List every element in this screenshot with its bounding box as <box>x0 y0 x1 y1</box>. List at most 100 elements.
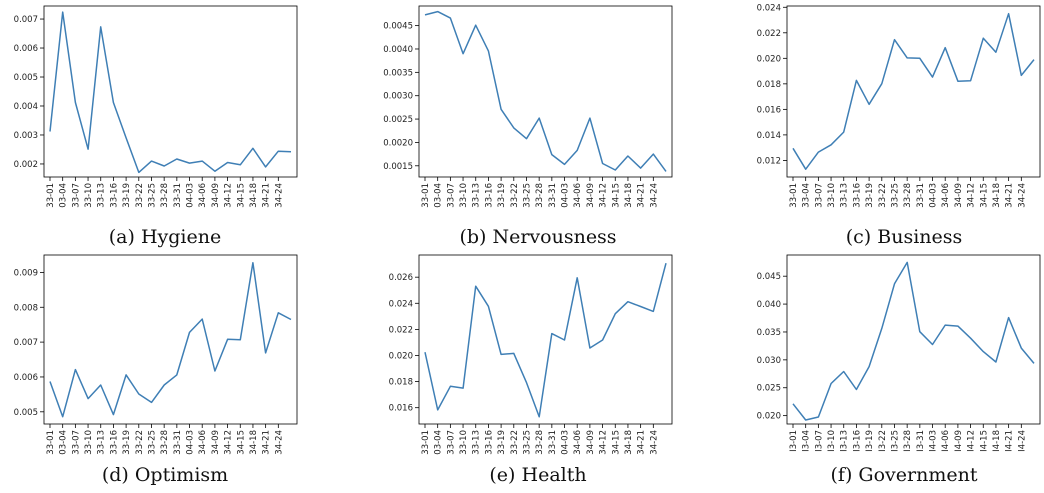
x-tick-label: 34-09 <box>211 183 221 208</box>
x-tick-label: 33-01 <box>46 430 56 455</box>
x-tick-label: 04-03 <box>561 430 571 455</box>
x-tick-label: I4-18 <box>992 430 1002 452</box>
x-tick-label: I4-09 <box>954 430 964 452</box>
series-line-health <box>424 263 667 418</box>
caption-business: (c) Business <box>846 226 963 248</box>
y-tick-label: 0.0040 <box>383 45 413 55</box>
y-tick-label: 0.045 <box>757 272 781 282</box>
y-tick-label: 0.006 <box>14 44 38 54</box>
x-tick-label: 33-28 <box>160 430 170 455</box>
x-tick-label: 34-24 <box>274 183 284 208</box>
x-tick-label: 33-25 <box>147 183 157 208</box>
x-tick-label: 34-12 <box>599 430 609 455</box>
axes-frame-optimism <box>43 254 298 425</box>
axes-frame-government <box>786 254 1041 425</box>
y-tick-label: 0.006 <box>14 373 38 383</box>
y-tick-label: 0.004 <box>14 102 38 112</box>
x-tick-label: 34-18 <box>249 183 259 208</box>
x-tick-label: 34-06 <box>198 430 208 455</box>
x-tick-label: 33-19 <box>122 183 132 208</box>
y-tick-label: 0.007 <box>14 15 38 25</box>
x-tick-label: 04-03 <box>561 183 571 208</box>
x-tick-label: 34-09 <box>586 183 596 208</box>
y-tick-label: 0.009 <box>14 268 38 278</box>
x-tick-label: 33-13 <box>472 183 482 208</box>
y-tick-label: 0.018 <box>389 378 413 388</box>
x-tick-label: 34-15 <box>236 430 246 455</box>
x-tick-label: 33-25 <box>890 183 900 208</box>
x-tick-label: I4-21 <box>1005 430 1015 452</box>
y-tick-label: 0.025 <box>757 384 781 394</box>
x-tick-label: 34-06 <box>198 183 208 208</box>
x-tick-label: 33-22 <box>510 183 520 208</box>
x-tick-label: 33-19 <box>497 183 507 208</box>
x-tick-label: 33-07 <box>446 183 456 208</box>
x-tick-label: 33-01 <box>46 183 56 208</box>
series-line-nervousness <box>424 10 667 172</box>
y-tick-label: 0.020 <box>757 412 781 422</box>
x-tick-label: 34-09 <box>954 183 964 208</box>
x-tick-label: 33-04 <box>802 183 812 208</box>
x-tick-label: 34-06 <box>573 430 583 455</box>
y-tick-label: 0.0020 <box>383 138 413 148</box>
y-tick-label: 0.018 <box>757 80 781 90</box>
x-tick-label: 34-15 <box>611 430 621 455</box>
x-tick-label: 34-15 <box>611 183 621 208</box>
x-tick-label: 33-31 <box>548 430 558 455</box>
x-tick-label: I3-13 <box>840 430 850 452</box>
x-tick-label: 34-18 <box>249 430 259 455</box>
caption-government: (f) Government <box>831 464 978 486</box>
x-tick-label: 33-13 <box>97 430 107 455</box>
x-tick-label: 04-03 <box>186 430 196 455</box>
x-tick-label: 03-04 <box>59 430 69 455</box>
x-tick-label: 34-06 <box>573 183 583 208</box>
x-tick-label: 33-22 <box>510 430 520 455</box>
x-tick-label: 33-01 <box>421 183 431 208</box>
x-tick-label: 33-19 <box>865 183 875 208</box>
y-tick-label: 0.040 <box>757 300 781 310</box>
y-tick-label: 0.020 <box>389 351 413 361</box>
x-tick-label: 34-21 <box>262 183 272 208</box>
x-tick-label: 34-21 <box>262 430 272 455</box>
x-tick-label: 33-22 <box>135 430 145 455</box>
x-tick-label: I4-24 <box>1017 430 1027 452</box>
y-tick-label: 0.003 <box>14 131 38 141</box>
y-tick-label: 0.007 <box>14 338 38 348</box>
x-tick-label: 03-04 <box>59 183 69 208</box>
series-line-government <box>792 261 1035 421</box>
x-tick-label: 34-09 <box>211 430 221 455</box>
y-tick-label: 0.035 <box>757 328 781 338</box>
y-tick-label: 0.024 <box>389 299 413 309</box>
x-tick-label: 33-31 <box>173 183 183 208</box>
x-tick-label: 33-28 <box>903 183 913 208</box>
x-tick-label: 04-03 <box>186 183 196 208</box>
series-line-optimism <box>49 261 292 418</box>
x-tick-label: 33-19 <box>497 430 507 455</box>
y-tick-label: 0.026 <box>389 273 413 283</box>
y-tick-label: 0.022 <box>757 29 781 39</box>
x-tick-label: 33-25 <box>522 430 532 455</box>
y-tick-label: 0.0030 <box>383 92 413 102</box>
axes-frame-business <box>786 5 1041 178</box>
y-tick-label: 0.008 <box>14 303 38 313</box>
x-tick-label: 03-04 <box>434 183 444 208</box>
axes-frame-nervousness <box>418 5 673 178</box>
x-tick-label: 33-07 <box>71 430 81 455</box>
panel-health: (e) Health 0.016 0.018 0.020 0.022 0.024 0.026… <box>389 254 673 486</box>
x-tick-label: 33-31 <box>173 430 183 455</box>
x-tick-label: 33-13 <box>472 430 482 455</box>
y-tick-label: 0.0045 <box>383 22 413 32</box>
x-tick-label: 33-10 <box>459 183 469 208</box>
x-tick-label: 34-18 <box>624 430 634 455</box>
x-tick-label: 33-28 <box>160 183 170 208</box>
y-tick-label: 0.030 <box>757 356 781 366</box>
y-tick-label: 0.002 <box>14 160 38 170</box>
y-tick-label: 0.0015 <box>383 162 413 172</box>
x-tick-label: 33-16 <box>852 183 862 208</box>
x-tick-label: 34-12 <box>967 183 977 208</box>
x-tick-label: 33-01 <box>421 430 431 455</box>
x-tick-label: I3-04 <box>802 430 812 452</box>
x-tick-label: 34-21 <box>637 183 647 208</box>
x-tick-label: 34-15 <box>236 183 246 208</box>
